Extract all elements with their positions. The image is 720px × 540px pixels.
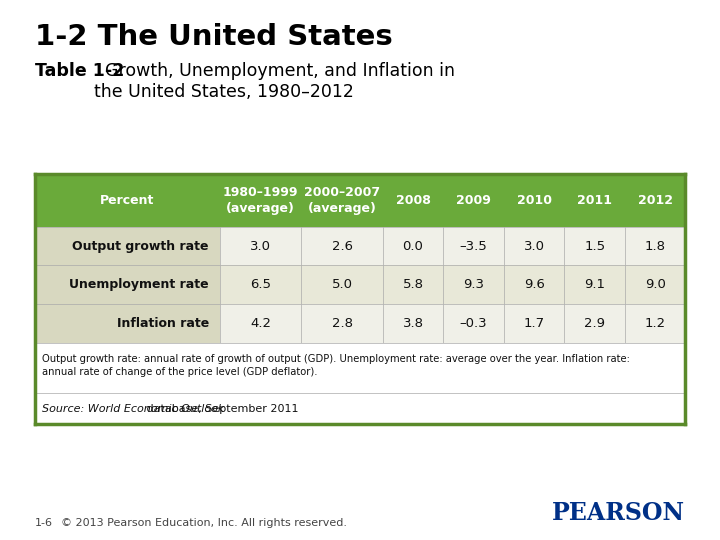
Text: 3.0: 3.0 (523, 240, 544, 253)
Text: 2.9: 2.9 (584, 317, 605, 330)
Text: Table 1-2: Table 1-2 (35, 62, 124, 80)
Text: –3.5: –3.5 (459, 240, 487, 253)
Text: 2012: 2012 (638, 194, 672, 207)
Text: 9.3: 9.3 (463, 278, 484, 291)
Text: Source: World Economic Outlook: Source: World Economic Outlook (42, 404, 225, 414)
Text: 4.2: 4.2 (251, 317, 271, 330)
Text: 3.0: 3.0 (251, 240, 271, 253)
Text: 5.0: 5.0 (332, 278, 353, 291)
Text: 0.0: 0.0 (402, 240, 423, 253)
Text: 9.6: 9.6 (523, 278, 544, 291)
Text: Unemployment rate: Unemployment rate (69, 278, 209, 291)
Text: 5.8: 5.8 (402, 278, 423, 291)
Text: 1.2: 1.2 (644, 317, 666, 330)
Text: © 2013 Pearson Education, Inc. All rights reserved.: © 2013 Pearson Education, Inc. All right… (61, 518, 347, 528)
Text: Output growth rate: Output growth rate (73, 240, 209, 253)
Text: –0.3: –0.3 (460, 317, 487, 330)
Text: 1.5: 1.5 (584, 240, 606, 253)
Text: 2008: 2008 (395, 194, 431, 207)
Text: 1.8: 1.8 (644, 240, 666, 253)
Text: 2.6: 2.6 (332, 240, 353, 253)
Text: 2.8: 2.8 (332, 317, 353, 330)
Text: 3.8: 3.8 (402, 317, 423, 330)
Text: Growth, Unemployment, and Inflation in
the United States, 1980–2012: Growth, Unemployment, and Inflation in t… (94, 62, 454, 101)
Text: 1.7: 1.7 (523, 317, 544, 330)
Text: 2000–2007
(average): 2000–2007 (average) (304, 186, 380, 215)
Text: 2009: 2009 (456, 194, 491, 207)
Text: Percent: Percent (100, 194, 155, 207)
Text: Output growth rate: annual rate of growth of output (GDP). Unemployment rate: av: Output growth rate: annual rate of growt… (42, 354, 630, 377)
Text: PEARSON: PEARSON (552, 501, 685, 525)
Text: 9.1: 9.1 (584, 278, 605, 291)
Text: 1-2 The United States: 1-2 The United States (35, 23, 392, 51)
Text: 2010: 2010 (517, 194, 552, 207)
Text: database, September 2011: database, September 2011 (143, 404, 299, 414)
Text: 6.5: 6.5 (251, 278, 271, 291)
Text: 9.0: 9.0 (644, 278, 665, 291)
Text: 2011: 2011 (577, 194, 612, 207)
Text: 1-6: 1-6 (35, 518, 53, 528)
Text: Inflation rate: Inflation rate (117, 317, 209, 330)
Text: 1980–1999
(average): 1980–1999 (average) (223, 186, 299, 215)
